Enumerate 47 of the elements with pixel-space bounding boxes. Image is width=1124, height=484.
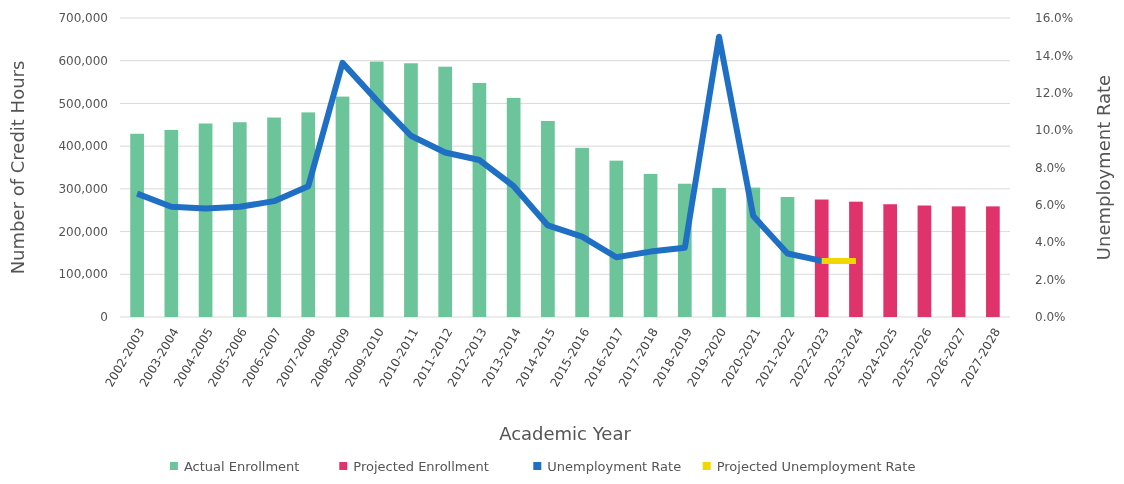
bar	[472, 82, 487, 317]
y2-tick-label: 8.0%	[1035, 160, 1066, 175]
legend-label: Unemployment Rate	[547, 458, 682, 474]
bar	[438, 66, 453, 317]
y2-tick-label: 0.0%	[1035, 310, 1066, 325]
y-tick-label: 100,000	[58, 267, 108, 282]
y2-axis-title: Unemployment Rate	[1093, 74, 1114, 261]
bar	[951, 206, 966, 317]
legend-label: Projected Enrollment	[353, 458, 489, 474]
bar	[301, 112, 316, 317]
y-tick-label: 500,000	[58, 96, 108, 111]
bar	[267, 117, 281, 317]
y2-tick-label: 16.0%	[1035, 11, 1074, 26]
y-tick-label: 700,000	[58, 11, 108, 26]
y2-tick-label: 4.0%	[1035, 235, 1066, 250]
y-tick-label: 0	[100, 310, 108, 325]
x-axis-title: Academic Year	[499, 423, 632, 444]
y-tick-label: 600,000	[58, 53, 108, 68]
bar	[643, 173, 658, 317]
bar	[164, 129, 179, 317]
legend-label: Projected Unemployment Rate	[716, 458, 916, 474]
y2-tick-label: 2.0%	[1035, 272, 1066, 287]
y-tick-label: 300,000	[58, 182, 108, 197]
bar	[404, 63, 418, 317]
bar	[369, 61, 384, 317]
y-tick-label: 400,000	[58, 139, 108, 154]
bar	[814, 199, 829, 317]
bar	[506, 97, 521, 317]
y2-tick-label: 6.0%	[1035, 198, 1066, 213]
y2-tick-label: 10.0%	[1035, 123, 1074, 138]
bar	[541, 120, 555, 317]
bar	[130, 133, 144, 317]
bar	[917, 205, 932, 317]
legend-label: Actual Enrollment	[183, 458, 300, 474]
bar	[849, 201, 863, 317]
y-axis-title: Number of Credit Hours	[7, 60, 28, 275]
bar	[609, 160, 624, 317]
bar	[232, 122, 247, 317]
y2-tick-label: 14.0%	[1035, 48, 1074, 63]
y-tick-label: 200,000	[58, 224, 108, 239]
bar	[335, 96, 350, 317]
bar	[883, 204, 898, 317]
y2-tick-label: 12.0%	[1035, 85, 1074, 100]
bar	[712, 188, 726, 317]
bar	[986, 206, 1000, 317]
bar	[575, 147, 589, 317]
bar	[198, 123, 213, 317]
